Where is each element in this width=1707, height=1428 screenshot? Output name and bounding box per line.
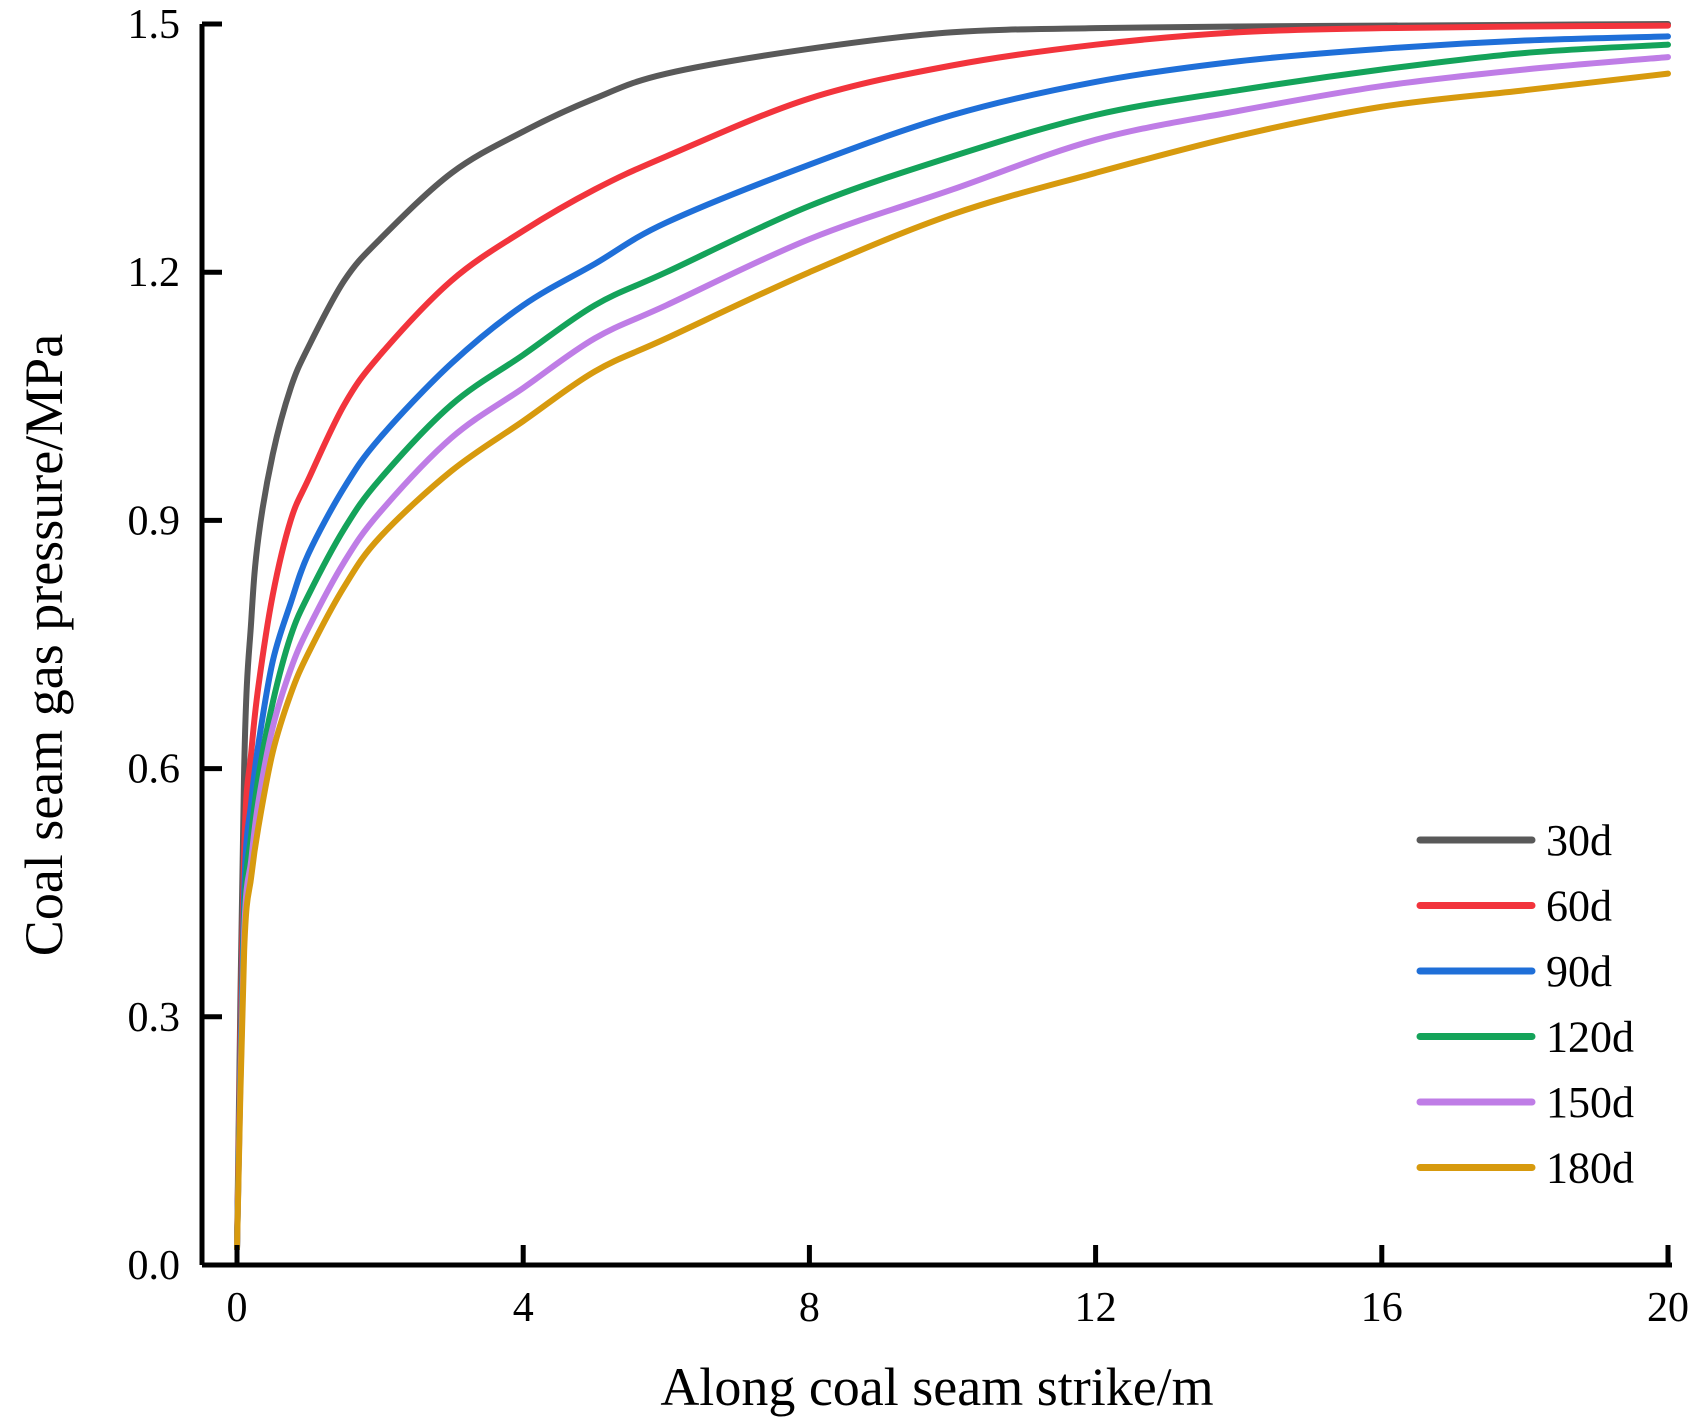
legend-item-120d: 120d bbox=[1416, 1013, 1634, 1062]
x-tick-label: 0 bbox=[227, 1285, 248, 1331]
y-tick-group: 0.0 0.3 0.6 0.9 1.2 1.5 bbox=[128, 2, 222, 1289]
x-axis-title: Along coal seam strike/m bbox=[660, 1357, 1213, 1417]
series-line-60d bbox=[234, 22, 1671, 1252]
x-tick-label: 16 bbox=[1361, 1285, 1403, 1331]
series-line-120d bbox=[234, 41, 1671, 1252]
legend-label: 60d bbox=[1546, 882, 1612, 931]
series-line-150d bbox=[234, 54, 1671, 1252]
legend-label: 180d bbox=[1546, 1144, 1634, 1193]
legend-item-180d: 180d bbox=[1416, 1144, 1634, 1193]
y-tick-label: 0.6 bbox=[128, 747, 181, 793]
legend-item-90d: 90d bbox=[1416, 947, 1612, 996]
plot-series-group bbox=[234, 21, 1671, 1252]
x-tick-label: 4 bbox=[513, 1285, 534, 1331]
y-tick-label: 0.3 bbox=[128, 995, 181, 1041]
legend-label: 90d bbox=[1546, 947, 1612, 996]
legend-label: 150d bbox=[1546, 1078, 1634, 1127]
legend-item-60d: 60d bbox=[1416, 882, 1612, 931]
x-tick-label: 8 bbox=[799, 1285, 820, 1331]
series-line-90d bbox=[234, 33, 1671, 1252]
y-axis-title: Coal seam gas pressure/MPa bbox=[14, 334, 74, 956]
x-tick-label: 20 bbox=[1647, 1285, 1689, 1331]
y-tick-label: 1.5 bbox=[128, 2, 181, 48]
legend-item-150d: 150d bbox=[1416, 1078, 1634, 1127]
series-line-30d bbox=[234, 21, 1671, 1252]
x-tick-label: 12 bbox=[1075, 1285, 1117, 1331]
legend-label: 120d bbox=[1546, 1013, 1634, 1062]
y-tick-label: 1.2 bbox=[128, 250, 181, 296]
axes-group bbox=[199, 24, 1672, 1268]
y-tick-label: 0.0 bbox=[128, 1243, 181, 1289]
legend: 30d 60d 90d 120d 150d 180d bbox=[1416, 816, 1634, 1193]
x-tick-group: 0 4 8 12 16 20 bbox=[227, 1245, 1689, 1331]
legend-item-30d: 30d bbox=[1416, 816, 1612, 865]
series-line-180d bbox=[234, 70, 1671, 1252]
y-tick-label: 0.9 bbox=[128, 498, 181, 544]
legend-label: 30d bbox=[1546, 816, 1612, 865]
